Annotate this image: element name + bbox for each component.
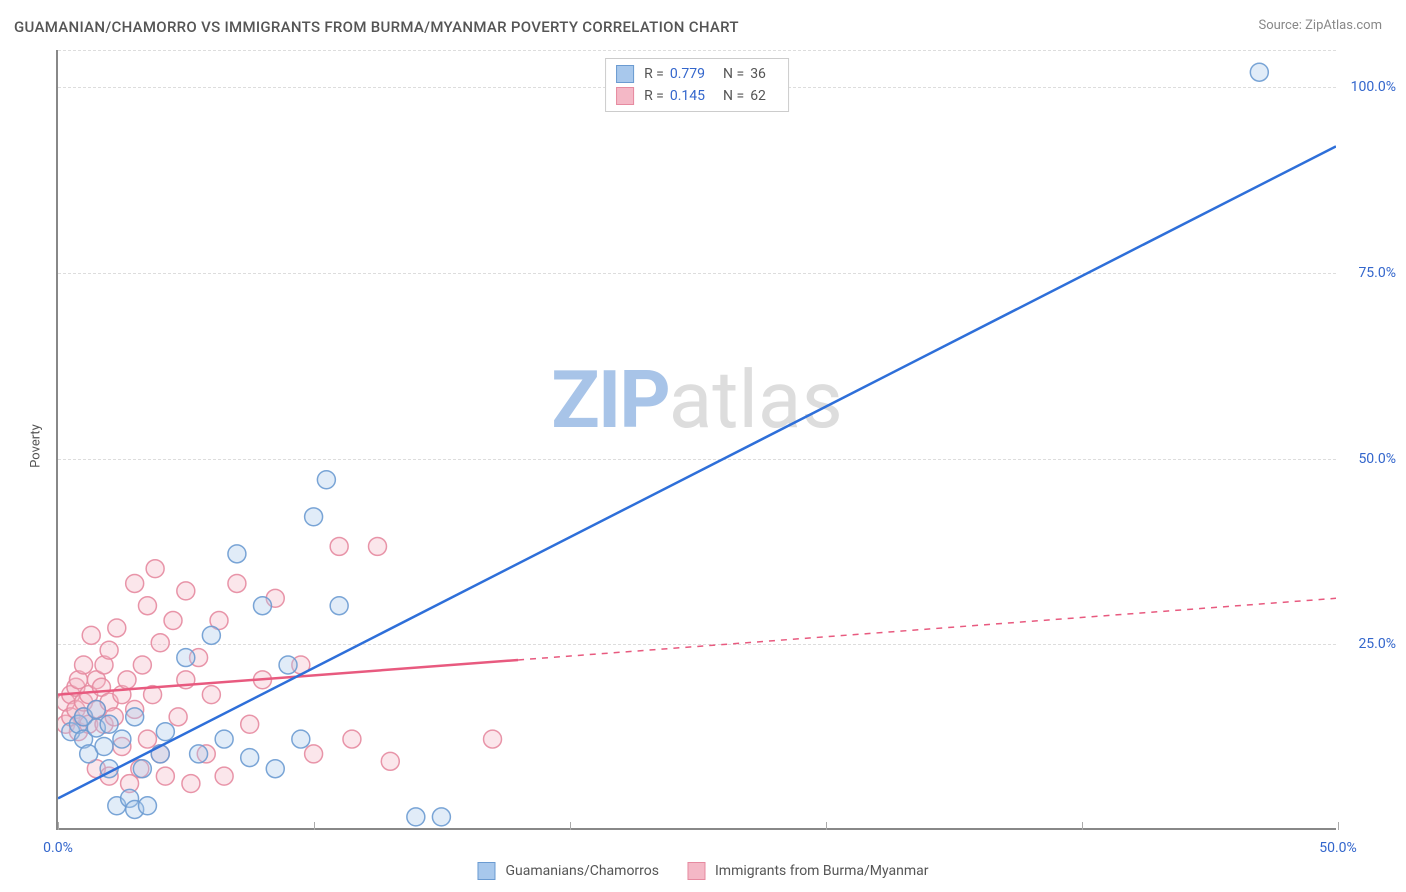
scatter-point bbox=[151, 634, 169, 652]
scatter-point bbox=[228, 575, 246, 593]
scatter-point bbox=[343, 730, 361, 748]
legend-stat-row: R = 0.779 N = 36 bbox=[616, 63, 778, 85]
scatter-point bbox=[266, 760, 284, 778]
scatter-point bbox=[369, 537, 387, 555]
scatter-point bbox=[484, 730, 502, 748]
legend-swatch bbox=[477, 862, 495, 880]
stat-r-label: R = bbox=[644, 66, 664, 82]
stat-n-label: N = bbox=[723, 66, 744, 82]
scatter-point bbox=[215, 767, 233, 785]
source-label: Source: ZipAtlas.com bbox=[1258, 18, 1382, 33]
chart-title: GUAMANIAN/CHAMORRO VS IMMIGRANTS FROM BU… bbox=[14, 18, 739, 36]
scatter-point bbox=[202, 626, 220, 644]
scatter-point bbox=[138, 730, 156, 748]
scatter-point bbox=[215, 730, 233, 748]
scatter-point bbox=[100, 641, 118, 659]
y-tick-label: 75.0% bbox=[1358, 265, 1396, 281]
scatter-point bbox=[82, 626, 100, 644]
scatter-point bbox=[432, 808, 450, 826]
scatter-point bbox=[182, 775, 200, 793]
trend-line bbox=[58, 146, 1336, 798]
scatter-point bbox=[202, 686, 220, 704]
scatter-point bbox=[133, 760, 151, 778]
scatter-point bbox=[317, 471, 335, 489]
y-axis-label: Poverty bbox=[28, 424, 43, 468]
scatter-point bbox=[133, 656, 151, 674]
scatter-point bbox=[156, 723, 174, 741]
scatter-point bbox=[138, 597, 156, 615]
stat-r-value: 0.145 bbox=[670, 88, 705, 104]
legend-label: Immigrants from Burma/Myanmar bbox=[715, 863, 929, 879]
y-tick-label: 50.0% bbox=[1358, 451, 1396, 467]
x-tick-label: 0.0% bbox=[43, 840, 73, 856]
scatter-point bbox=[305, 745, 323, 763]
scatter-point bbox=[75, 656, 93, 674]
scatter-point bbox=[330, 537, 348, 555]
scatter-point bbox=[95, 738, 113, 756]
scatter-point bbox=[126, 708, 144, 726]
legend-swatch bbox=[616, 65, 634, 83]
y-tick-label: 25.0% bbox=[1358, 636, 1396, 652]
scatter-point bbox=[177, 582, 195, 600]
scatter-point bbox=[138, 797, 156, 815]
trend-line-dashed bbox=[518, 598, 1336, 660]
scatter-point bbox=[146, 560, 164, 578]
scatter-point bbox=[190, 745, 208, 763]
x-tick-label: 50.0% bbox=[1319, 840, 1357, 856]
stat-n-value: 62 bbox=[750, 88, 766, 104]
scatter-point bbox=[108, 619, 126, 637]
scatter-point bbox=[228, 545, 246, 563]
plot-area: ZIPatlas R = 0.779N = 36R = 0.145N = 62 … bbox=[56, 50, 1336, 830]
scatter-point bbox=[169, 708, 187, 726]
scatter-point bbox=[113, 730, 131, 748]
legend-item: Immigrants from Burma/Myanmar bbox=[687, 862, 929, 880]
scatter-point bbox=[407, 808, 425, 826]
scatter-point bbox=[381, 752, 399, 770]
scatter-point bbox=[177, 649, 195, 667]
scatter-point bbox=[87, 700, 105, 718]
legend-stat-row: R = 0.145 N = 62 bbox=[616, 85, 778, 107]
y-tick-label: 100.0% bbox=[1351, 79, 1396, 95]
scatter-point bbox=[1250, 63, 1268, 81]
scatter-point bbox=[126, 575, 144, 593]
scatter-point bbox=[241, 715, 259, 733]
scatter-point bbox=[330, 597, 348, 615]
legend-stats: R = 0.779 N = 36 R = 0.145 N = 62 bbox=[605, 58, 789, 112]
scatter-point bbox=[156, 767, 174, 785]
chart-svg bbox=[58, 50, 1336, 828]
scatter-point bbox=[151, 745, 169, 763]
scatter-point bbox=[118, 671, 136, 689]
legend-label: Guamanians/Chamorros bbox=[505, 863, 659, 879]
stat-r-label: R = bbox=[644, 88, 664, 104]
scatter-point bbox=[292, 730, 310, 748]
scatter-point bbox=[100, 715, 118, 733]
legend-swatch bbox=[616, 87, 634, 105]
legend-bottom: Guamanians/Chamorros Immigrants from Burm… bbox=[477, 862, 928, 880]
x-tick bbox=[1338, 822, 1339, 830]
stat-r-value: 0.779 bbox=[670, 66, 705, 82]
scatter-point bbox=[241, 749, 259, 767]
stat-n-label: N = bbox=[723, 88, 744, 104]
scatter-point bbox=[164, 612, 182, 630]
scatter-point bbox=[279, 656, 297, 674]
scatter-point bbox=[253, 597, 271, 615]
legend-swatch bbox=[687, 862, 705, 880]
stat-n-value: 36 bbox=[750, 66, 766, 82]
legend-item: Guamanians/Chamorros bbox=[477, 862, 659, 880]
scatter-point bbox=[305, 508, 323, 526]
